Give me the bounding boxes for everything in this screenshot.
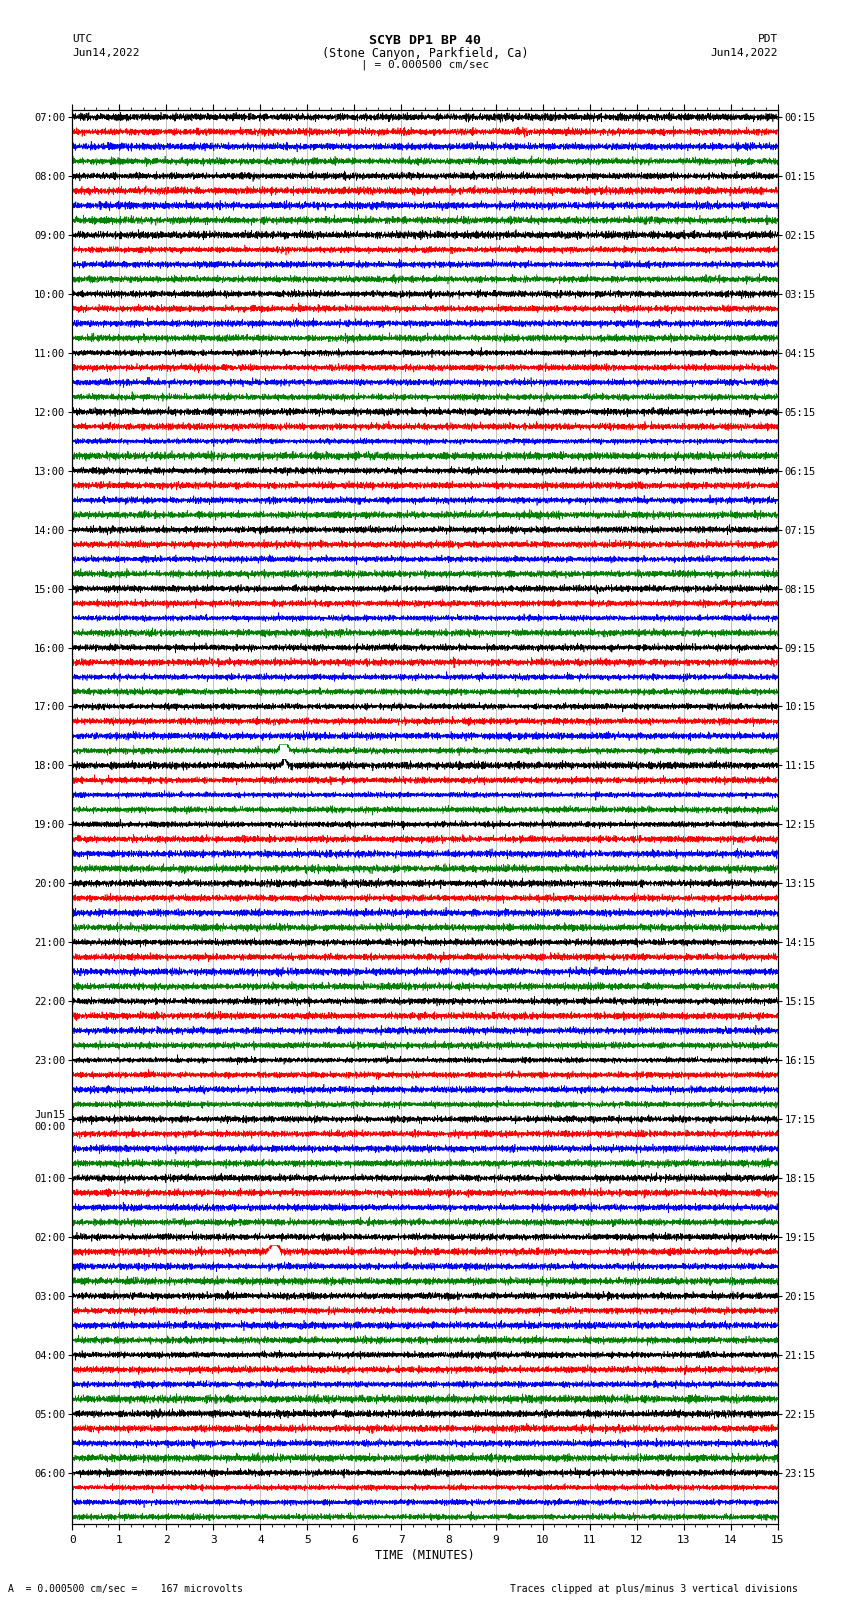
Text: | = 0.000500 cm/sec: | = 0.000500 cm/sec [361, 60, 489, 71]
Text: SCYB DP1 BP 40: SCYB DP1 BP 40 [369, 34, 481, 47]
Text: (Stone Canyon, Parkfield, Ca): (Stone Canyon, Parkfield, Ca) [321, 47, 529, 60]
Text: Jun14,2022: Jun14,2022 [711, 48, 778, 58]
Text: Traces clipped at plus/minus 3 vertical divisions: Traces clipped at plus/minus 3 vertical … [510, 1584, 798, 1594]
Text: PDT: PDT [757, 34, 778, 44]
X-axis label: TIME (MINUTES): TIME (MINUTES) [375, 1548, 475, 1561]
Text: Jun14,2022: Jun14,2022 [72, 48, 139, 58]
Text: A  = 0.000500 cm/sec =    167 microvolts: A = 0.000500 cm/sec = 167 microvolts [8, 1584, 243, 1594]
Text: UTC: UTC [72, 34, 93, 44]
